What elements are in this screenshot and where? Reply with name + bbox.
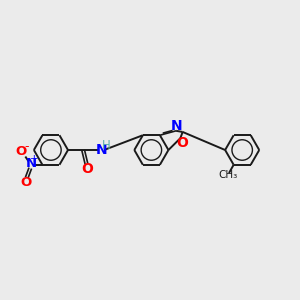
Text: O: O: [176, 136, 188, 150]
Text: -: -: [25, 140, 29, 153]
Text: O: O: [81, 162, 93, 176]
Text: +: +: [30, 154, 39, 164]
Text: CH₃: CH₃: [218, 170, 237, 180]
Text: H: H: [102, 139, 111, 152]
Text: O: O: [16, 145, 27, 158]
Text: N: N: [95, 143, 107, 157]
Text: N: N: [25, 157, 36, 170]
Text: N: N: [170, 119, 182, 133]
Text: O: O: [20, 176, 32, 189]
